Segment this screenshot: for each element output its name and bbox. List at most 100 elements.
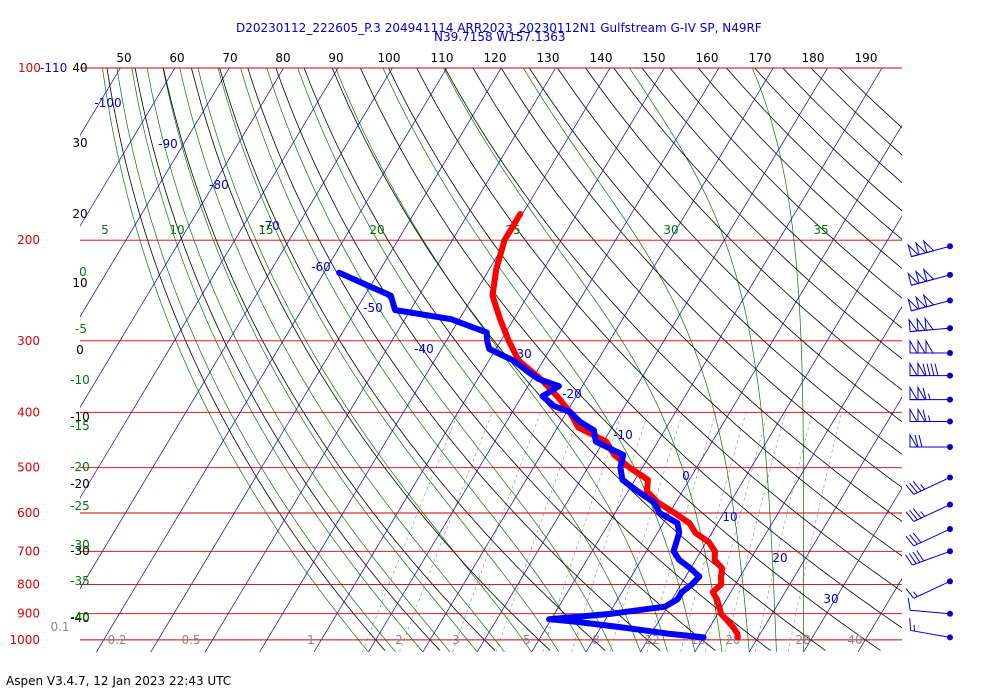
wind-barb-feather [912, 532, 922, 543]
wind-barb-feather [912, 551, 921, 563]
isotherm-label: 0 [682, 469, 690, 483]
wind-barb-station [947, 634, 953, 641]
dry-adiabat-label: -10 [70, 410, 90, 424]
moist-adiabat-line [522, 68, 750, 652]
wind-barb [905, 526, 953, 547]
wind-barb [909, 339, 953, 356]
wind-barb-feather [905, 536, 915, 547]
isotherm-line [259, 68, 611, 652]
pressure-label: 200 [17, 233, 40, 247]
isotherm-label: -70 [260, 219, 280, 233]
pressure-label: -110 [40, 61, 67, 75]
moist-adiabat-label: -10 [70, 373, 90, 387]
wind-barb-station [947, 444, 953, 451]
top-scale-label: 140 [590, 51, 613, 65]
wind-barb-pennant [909, 385, 918, 401]
wind-barb-half-feather [920, 484, 926, 490]
dry-adiabat-line [247, 68, 661, 651]
wind-barb-pennant [925, 339, 934, 354]
top-scale-label: 90 [328, 51, 343, 65]
isotherm-line [857, 577, 902, 652]
pressure-label: 700 [17, 544, 40, 558]
top-scale-label: 100 [378, 51, 401, 65]
dry-adiabats [106, 68, 902, 651]
moist-adiabat-line [179, 68, 505, 652]
wind-barb-station [947, 578, 953, 585]
wind-barb [907, 597, 953, 617]
mixing-ratio-line [646, 412, 717, 652]
wind-barb-station [947, 610, 953, 617]
wind-barb-station [947, 271, 953, 278]
dry-adiabat-label: -40 [70, 611, 90, 625]
isotherm-label: -100 [94, 96, 121, 110]
top-scale-label: 190 [855, 51, 878, 65]
dry-adiabat-label: -30 [70, 544, 90, 558]
wind-barb-half-feather [928, 393, 931, 400]
top-scale-label: 60 [169, 51, 184, 65]
wind-barb-station [947, 548, 953, 555]
moist-adiabat-line [146, 68, 451, 652]
dry-adiabat-line [810, 68, 902, 156]
dry-adiabat-line [360, 68, 881, 651]
isotherm-label: 30 [823, 592, 838, 606]
mixing-ratio-line [495, 412, 581, 652]
moist-adiabat-top-label: 5 [101, 223, 109, 237]
moist-adiabat-line [217, 68, 560, 652]
wind-barb [909, 407, 953, 425]
wind-barb-feather [907, 597, 911, 611]
mixing-ratio-line [452, 412, 541, 652]
moist-adiabat-top-label: 30 [663, 223, 678, 237]
isotherm-line [313, 68, 665, 652]
wind-barb-feather [912, 508, 922, 519]
dry-adiabat-line [191, 68, 551, 651]
wind-barb-station [947, 325, 953, 332]
top-scale-label: 180 [802, 51, 825, 65]
wind-barb-station [947, 418, 953, 425]
moist-adiabat-line [751, 68, 804, 652]
isotherm-label: -60 [311, 260, 331, 274]
moist-adiabat-label: -40 [70, 610, 90, 624]
wind-barb-pennant [915, 269, 927, 284]
wind-barb-pennant [915, 295, 927, 310]
wind-barb-feather [922, 409, 927, 422]
isotherm-line [912, 68, 1000, 652]
moist-adiabat-line [629, 68, 777, 652]
isotherms [80, 68, 1000, 652]
wind-barb-station [947, 526, 953, 533]
dry-adiabat-line [331, 68, 826, 651]
mixing-ratio-line [399, 412, 493, 652]
isotherm-line [748, 396, 902, 652]
dry-adiabat-line [697, 68, 902, 269]
wind-barb-staff [913, 477, 951, 495]
wind-barb-feather [934, 363, 939, 376]
isotherm-line [585, 124, 902, 652]
wind-barb-station [947, 396, 953, 403]
wind-barb-pennant [917, 407, 926, 422]
mixing-ratio-line [609, 412, 684, 652]
mixing-ratio-line [705, 412, 769, 652]
isotherm-label: -80 [209, 178, 229, 192]
wind-barb [905, 578, 953, 599]
wind-barb-pennant [917, 361, 926, 377]
dry-adiabat-label: 10 [72, 276, 87, 290]
pressure-label: 100 [18, 61, 41, 75]
wind-barb [909, 385, 953, 403]
wind-barb-feather [926, 363, 931, 376]
wind-barb-pennant [909, 433, 918, 448]
dry-adiabat-line [585, 68, 902, 391]
wind-barb-feather [916, 550, 925, 562]
pressure-label: 900 [17, 607, 40, 621]
wind-barb-station [947, 349, 953, 356]
moist-adiabat-line [240, 68, 587, 652]
dry-adiabat-line [500, 68, 902, 488]
dry-adiabat-line [162, 68, 496, 651]
wind-barb-feather [905, 511, 915, 522]
wind-barb-staff [912, 550, 951, 566]
wind-barb-feather [914, 434, 919, 448]
top-scale-label: 120 [484, 51, 507, 65]
moist-adiabat-label: 0 [79, 265, 87, 279]
isotherm-line [204, 68, 556, 652]
moist-adiabat-label: -15 [70, 419, 90, 433]
dry-adiabat-label: 0 [76, 343, 84, 357]
